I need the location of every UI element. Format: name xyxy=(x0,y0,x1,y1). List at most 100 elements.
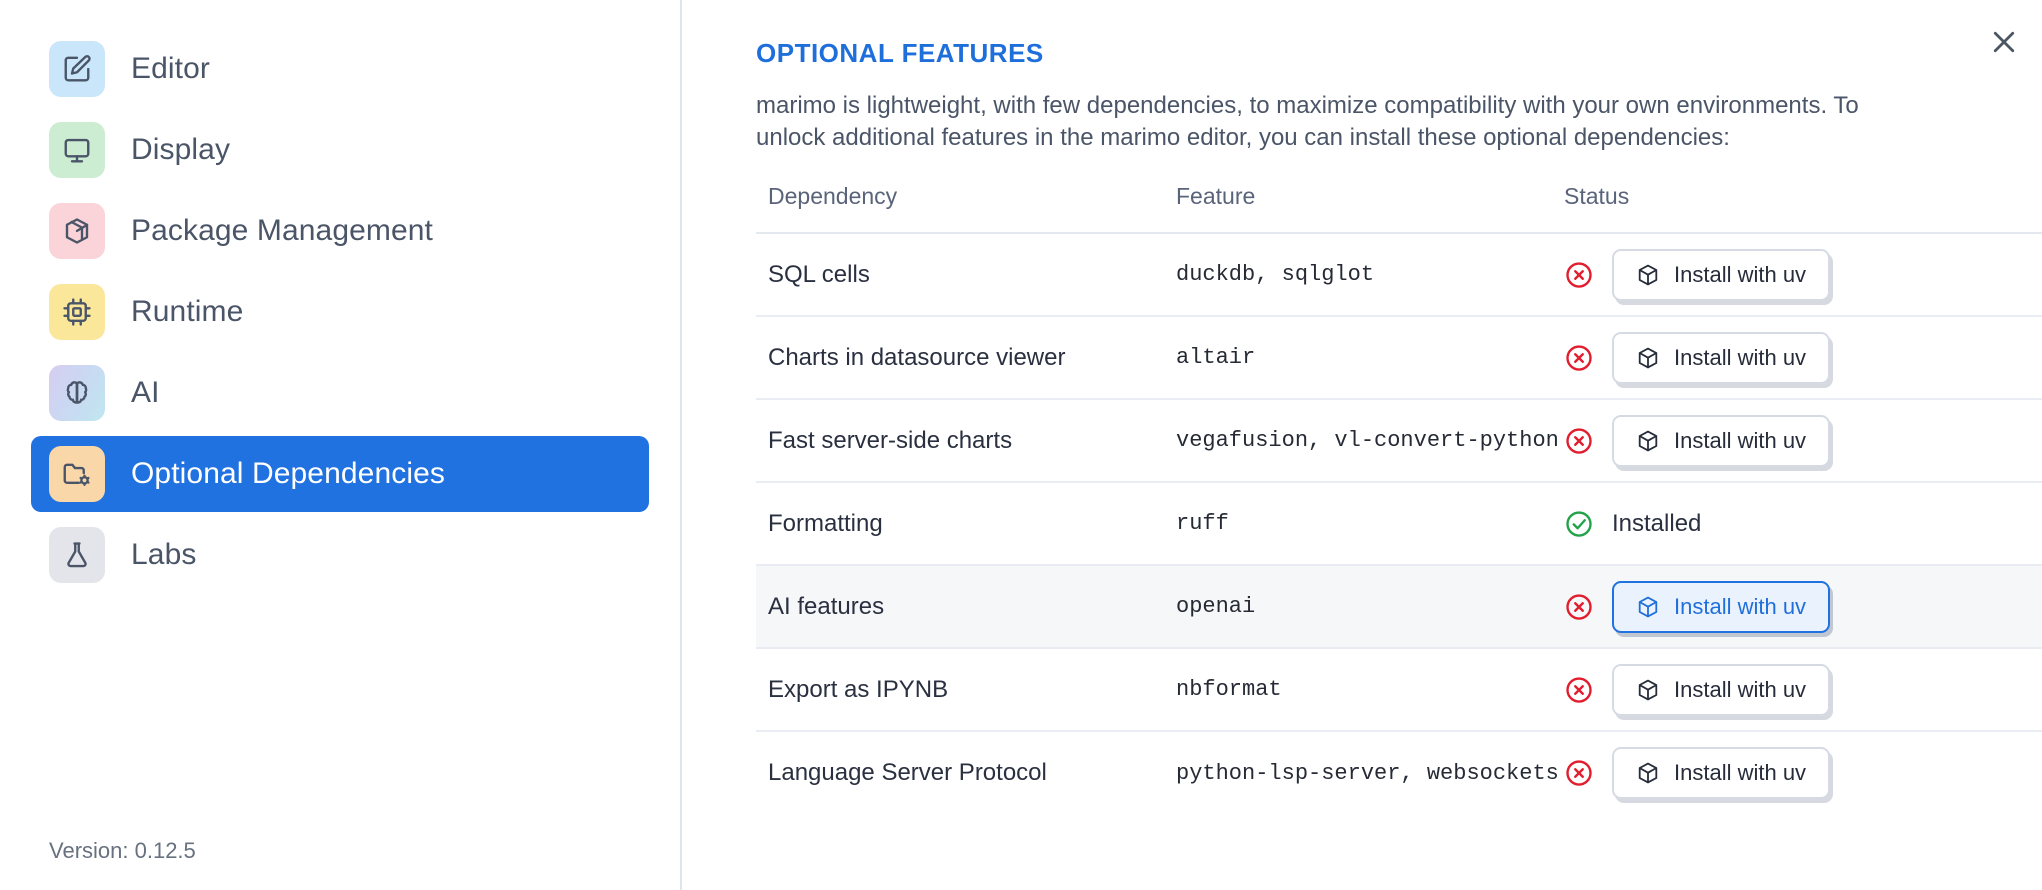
sidebar-item-optional-dependencies[interactable]: Optional Dependencies xyxy=(31,436,649,512)
monitor-icon xyxy=(49,122,105,178)
package-box-icon xyxy=(1638,679,1658,701)
cell-dependency: Fast server-side charts xyxy=(756,399,1164,484)
table-header-row: Dependency Feature Status xyxy=(756,183,2042,235)
folder-cog-icon xyxy=(49,446,105,502)
cell-dependency: Charts in datasource viewer xyxy=(756,316,1164,401)
column-header-feature: Feature xyxy=(1164,183,1552,235)
cell-status: Install with uv xyxy=(1552,648,2042,733)
package-box-icon xyxy=(1638,347,1658,369)
sidebar-item-runtime[interactable]: Runtime xyxy=(31,274,649,350)
install-button-label: Install with uv xyxy=(1674,427,1807,453)
table-row: Formatting ruff Installed xyxy=(756,482,2042,567)
table-body: SQL cells duckdb, sqlglot Install with uv C… xyxy=(756,233,2042,814)
version-label: Version: 0.12.5 xyxy=(49,838,196,863)
package-box-icon xyxy=(1636,429,1660,453)
install-button-label: Install with uv xyxy=(1674,344,1807,370)
package-box-icon xyxy=(1636,263,1660,287)
optional-dependencies-table: Dependency Feature Status SQL cells duckd… xyxy=(756,183,2042,814)
flask-icon xyxy=(49,527,105,583)
cell-status: Install with uv xyxy=(1552,731,2042,814)
install-with-uv-button[interactable]: Install with uv xyxy=(1612,747,1831,800)
install-button-label: Install with uv xyxy=(1674,593,1807,619)
not-installed-icon xyxy=(1566,594,1592,620)
not-installed-status-icon xyxy=(1564,592,1594,622)
sidebar-item-ai[interactable]: AI xyxy=(31,355,649,431)
install-with-uv-button[interactable]: Install with uv xyxy=(1612,580,1831,633)
package-box-icon xyxy=(1638,763,1658,784)
sidebar-item-label: Optional Dependencies xyxy=(131,457,445,490)
sidebar-item-editor[interactable]: Editor xyxy=(31,31,649,107)
status-badge: Installed xyxy=(1612,509,1702,537)
settings-sidebar: Editor Display Package Management Runtime AI… xyxy=(0,0,682,890)
sidebar-item-display[interactable]: Display xyxy=(31,112,649,188)
table-row: AI features openai Install with uv xyxy=(756,565,2042,650)
cell-feature: vegafusion, vl-convert-python xyxy=(1164,399,1559,484)
cell-dependency: Formatting xyxy=(756,482,1164,567)
install-button-label: Install with uv xyxy=(1674,760,1807,786)
glyph xyxy=(66,381,88,404)
not-installed-icon xyxy=(1566,677,1592,703)
brain-icon xyxy=(49,365,105,421)
sidebar-item-label: Runtime xyxy=(131,295,244,328)
column-header-status: Status xyxy=(1552,183,2042,235)
package-box-icon xyxy=(1638,264,1658,286)
cell-feature: duckdb, sqlglot xyxy=(1164,233,1552,318)
sidebar-item-label: Editor xyxy=(131,52,210,85)
cpu-icon xyxy=(49,284,105,340)
not-installed-status-icon xyxy=(1564,260,1594,290)
installed-status-icon xyxy=(1564,509,1594,539)
sidebar-item-label: AI xyxy=(131,376,160,409)
cell-dependency: SQL cells xyxy=(756,233,1164,318)
package-icon xyxy=(49,203,105,259)
not-installed-icon xyxy=(1566,428,1592,454)
install-with-uv-button[interactable]: Install with uv xyxy=(1612,331,1831,384)
cell-dependency: Export as IPYNB xyxy=(756,648,1164,733)
not-installed-status-icon xyxy=(1564,343,1594,373)
install-with-uv-button[interactable]: Install with uv xyxy=(1612,248,1831,301)
status-group: Installed xyxy=(1564,509,2042,539)
package-box-icon xyxy=(1636,346,1660,370)
table-row: Charts in datasource viewer altair Install… xyxy=(756,316,2042,401)
page-title: OPTIONAL FEATURES xyxy=(756,38,1044,68)
not-installed-icon xyxy=(1566,262,1592,288)
glyph xyxy=(65,218,89,244)
glyph xyxy=(67,542,87,568)
cell-feature: python-lsp-server, websockets xyxy=(1176,760,1559,786)
cell-status: Install with uv xyxy=(1552,565,2042,650)
status-group: Install with uv xyxy=(1564,414,2042,467)
install-with-uv-button[interactable]: Install with uv xyxy=(1612,414,1831,467)
package-box-icon xyxy=(1636,761,1660,785)
not-installed-status-icon xyxy=(1564,758,1594,788)
close-x-glyph xyxy=(1993,31,2015,53)
close-icon[interactable] xyxy=(1980,18,2028,66)
cell-status: Install with uv xyxy=(1552,233,2042,318)
install-with-uv-button[interactable]: Install with uv xyxy=(1612,663,1831,716)
settings-nav: Editor Display Package Management Runtime AI… xyxy=(0,31,680,593)
glyph xyxy=(64,55,91,82)
install-button-label: Install with uv xyxy=(1674,676,1807,702)
sidebar-item-label: Package Management xyxy=(131,214,433,247)
table-head: Dependency Feature Status xyxy=(756,183,2042,235)
status-group: Install with uv xyxy=(1564,663,2042,716)
sidebar-item-package-management[interactable]: Package Management xyxy=(31,193,649,269)
glyph xyxy=(63,298,91,326)
install-button-label: Install with uv xyxy=(1674,261,1807,287)
glyph xyxy=(64,138,90,163)
column-header-dependency: Dependency xyxy=(756,183,1164,235)
not-installed-icon xyxy=(1566,345,1592,371)
sidebar-item-label: Labs xyxy=(131,538,197,571)
not-installed-icon xyxy=(1566,760,1592,787)
package-box-icon xyxy=(1636,595,1660,619)
installed-icon xyxy=(1566,511,1592,537)
cell-feature: altair xyxy=(1164,316,1552,401)
settings-main-panel: OPTIONAL FEATURES marimo is lightweight,… xyxy=(682,0,2042,890)
table-row: Language Server Protocol python-lsp-serve… xyxy=(756,731,2042,814)
not-installed-status-icon xyxy=(1564,426,1594,456)
page-description: marimo is lightweight, with few dependen… xyxy=(756,92,1859,151)
status-group: Install with uv xyxy=(1564,331,2042,384)
sidebar-item-labs[interactable]: Labs xyxy=(31,517,649,593)
table-row: SQL cells duckdb, sqlglot Install with uv xyxy=(756,233,2042,318)
cell-status: Install with uv xyxy=(1552,399,2042,484)
cell-dependency: Language Server Protocol xyxy=(768,759,1047,787)
status-group: Install with uv xyxy=(1564,248,2042,301)
